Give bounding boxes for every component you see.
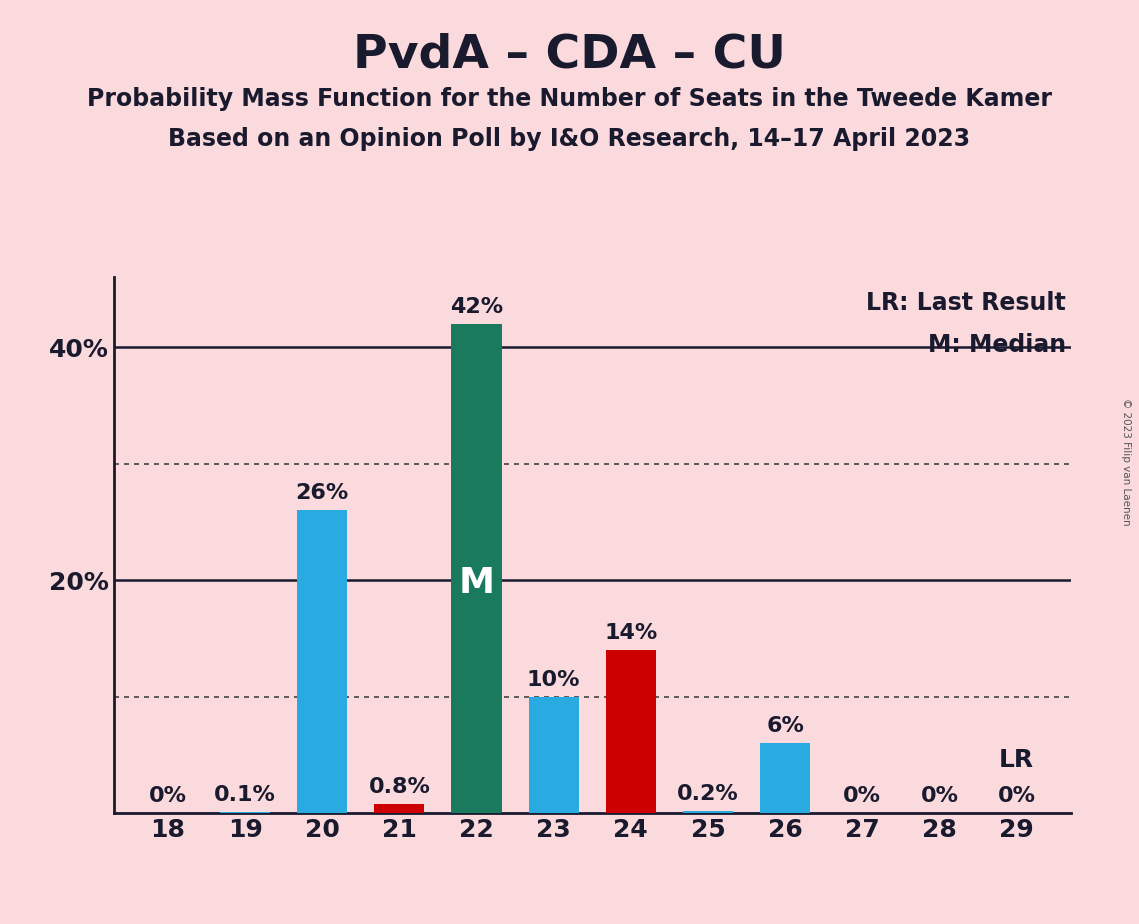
Bar [528, 697, 579, 813]
Bar [606, 650, 656, 813]
Text: Probability Mass Function for the Number of Seats in the Tweede Kamer: Probability Mass Function for the Number… [87, 87, 1052, 111]
Bar [760, 743, 810, 813]
Text: M: M [459, 566, 494, 601]
Text: 42%: 42% [450, 297, 503, 317]
Text: PvdA – CDA – CU: PvdA – CDA – CU [353, 32, 786, 78]
Bar [220, 812, 270, 813]
Text: 0%: 0% [149, 786, 187, 806]
Text: 0%: 0% [998, 786, 1035, 806]
Text: © 2023 Filip van Laenen: © 2023 Filip van Laenen [1121, 398, 1131, 526]
Text: 0%: 0% [843, 786, 882, 806]
Text: 0%: 0% [920, 786, 959, 806]
Text: 14%: 14% [604, 623, 657, 643]
Text: 26%: 26% [296, 483, 349, 504]
Bar [451, 323, 501, 813]
Bar [297, 510, 347, 813]
Bar [683, 810, 734, 813]
Text: 0.8%: 0.8% [368, 777, 431, 796]
Text: 6%: 6% [767, 716, 804, 736]
Text: LR: Last Result: LR: Last Result [866, 291, 1066, 314]
Text: Based on an Opinion Poll by I&O Research, 14–17 April 2023: Based on an Opinion Poll by I&O Research… [169, 127, 970, 151]
Text: LR: LR [999, 748, 1034, 772]
Text: 0.2%: 0.2% [678, 784, 739, 804]
Bar [375, 804, 425, 813]
Text: 10%: 10% [527, 670, 581, 689]
Text: M: Median: M: Median [928, 334, 1066, 358]
Text: 0.1%: 0.1% [214, 785, 276, 805]
